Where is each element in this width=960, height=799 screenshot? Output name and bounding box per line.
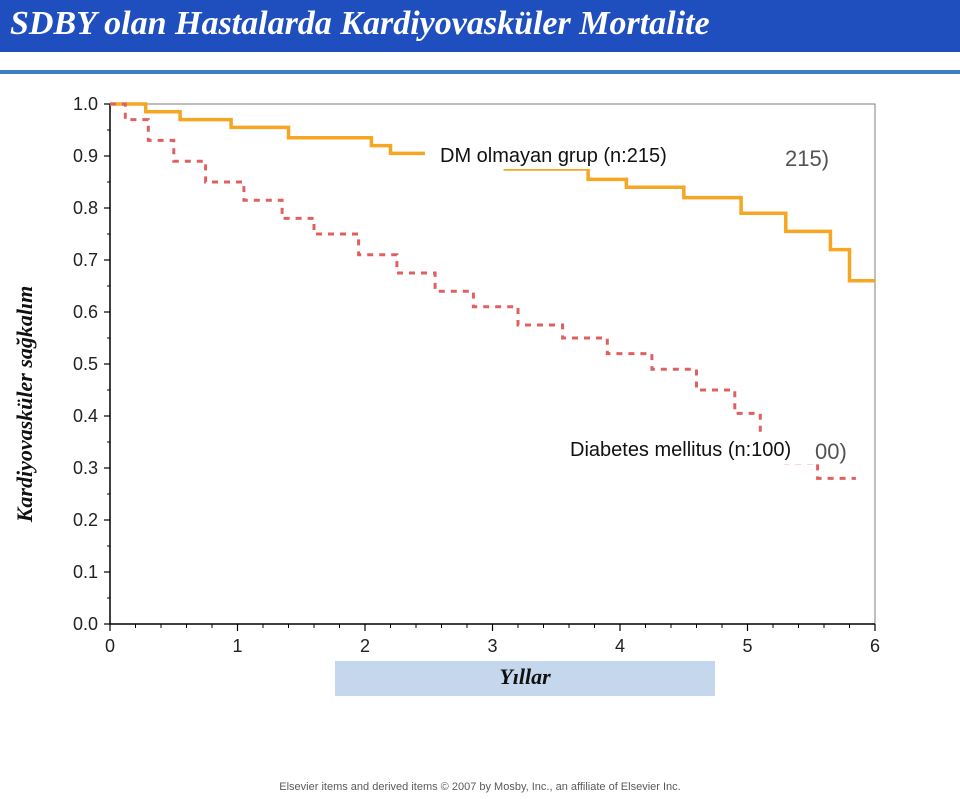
y-tick-label: 0.3 [73, 458, 98, 478]
series-non_dm [110, 104, 875, 281]
title-bar: SDBY olan Hastalarda Kardiyovasküler Mor… [0, 0, 960, 52]
series-label-dm: Diabetes mellitus (n:100) [570, 439, 791, 461]
x-tick-label: 4 [615, 636, 625, 656]
y-tick-label: 0.1 [73, 562, 98, 582]
y-tick-label: 0.7 [73, 250, 98, 270]
separator-bar [0, 70, 960, 74]
x-tick-label: 3 [487, 636, 497, 656]
y-tick-label: 0.5 [73, 354, 98, 374]
x-tick-label: 1 [232, 636, 242, 656]
y-tick-label: 0.6 [73, 302, 98, 322]
y-tick-label: 1.0 [73, 94, 98, 114]
legend-count-dm: 00) [815, 439, 847, 464]
y-tick-label: 0.2 [73, 510, 98, 530]
x-tick-label: 6 [870, 636, 880, 656]
y-tick-label: 0.4 [73, 406, 98, 426]
x-tick-label: 0 [105, 636, 115, 656]
page-title: SDBY olan Hastalarda Kardiyovasküler Mor… [10, 6, 950, 42]
y-tick-label: 0.0 [73, 614, 98, 634]
legend-count-nondm: 215) [785, 146, 829, 171]
series-label-nondm: DM olmayan grup (n:215) [440, 145, 667, 167]
survival-chart: Kardiyovasküler sağkalım Yıllar 0.00.10.… [15, 84, 895, 704]
y-tick-label: 0.9 [73, 146, 98, 166]
x-tick-label: 5 [742, 636, 752, 656]
copyright-footer: Elsevier items and derived items © 2007 … [0, 781, 960, 793]
chart-svg: 0.0 0.1 0.2 0.3 0.4 0.5 0.6 0.7 0.8 0.9 1.0 0 1 2 3 4 5 6… [15, 84, 895, 704]
x-tick-label: 2 [360, 636, 370, 656]
y-tick-label: 0.8 [73, 198, 98, 218]
